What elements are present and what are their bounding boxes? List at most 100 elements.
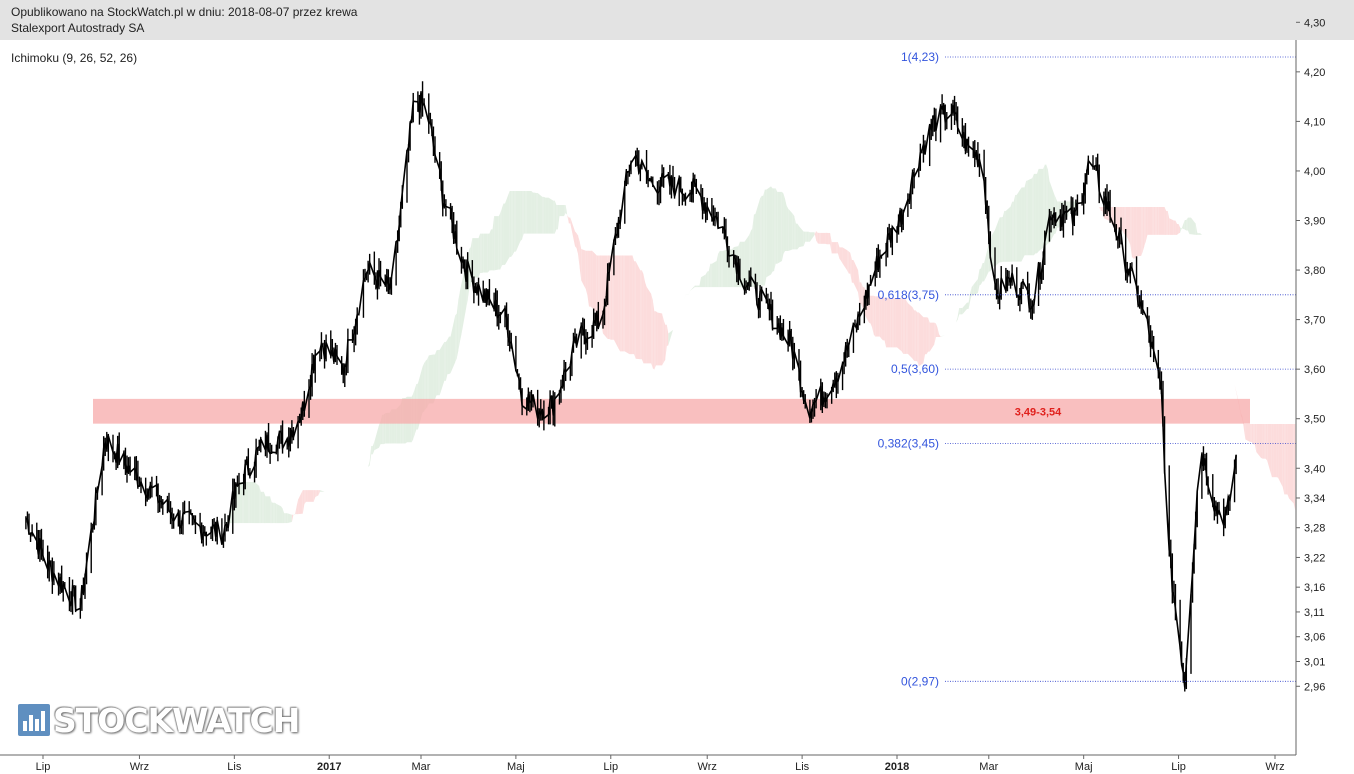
ichimoku-cloud-segment: [274, 502, 277, 524]
ichimoku-cloud-segment: [848, 251, 851, 274]
ichimoku-cloud-segment: [444, 341, 446, 381]
ichimoku-cloud-segment: [956, 316, 958, 323]
y-tick-label: 4,30: [1304, 17, 1325, 29]
ichimoku-cloud-segment: [934, 322, 936, 345]
ichimoku-cloud-segment: [543, 196, 546, 234]
ichimoku-cloud-segment: [895, 298, 897, 348]
ichimoku-cloud-segment: [771, 186, 773, 275]
ichimoku-cloud-segment: [533, 192, 535, 234]
ichimoku-cloud-segment: [741, 241, 743, 288]
ichimoku-cloud-segment: [906, 300, 908, 354]
ichimoku-cloud-segment: [853, 259, 859, 293]
ichimoku-cloud-segment: [797, 223, 799, 250]
y-tick-label: 3,80: [1304, 265, 1325, 277]
ichimoku-cloud-segment: [1261, 424, 1263, 459]
ichimoku-cloud-segment: [917, 312, 919, 367]
ichimoku-cloud-segment: [783, 193, 785, 255]
ichimoku-cloud-segment: [766, 186, 771, 278]
ichimoku-cloud-segment: [1180, 219, 1185, 233]
x-tick-label: Lis: [795, 761, 810, 773]
ichimoku-cloud-segment: [805, 231, 807, 242]
ichimoku-cloud-segment: [697, 285, 700, 288]
ichimoku-cloud-segment: [1219, 270, 1221, 275]
ichimoku-cloud-segment: [265, 496, 271, 524]
ichimoku-cloud-segment: [764, 189, 767, 286]
ichimoku-cloud-segment: [842, 247, 848, 271]
ichimoku-cloud-segment: [850, 252, 852, 283]
ichimoku-cloud-segment: [690, 285, 695, 291]
ichimoku-cloud-segment: [449, 336, 451, 375]
ichimoku-cloud-segment: [1287, 424, 1289, 499]
ichimoku-cloud-segment: [352, 482, 358, 488]
ichimoku-cloud-segment: [433, 354, 435, 404]
y-tick-label: 3,11: [1304, 607, 1325, 619]
ichimoku-cloud-segment: [492, 216, 495, 271]
ichimoku-cloud-segment: [1131, 206, 1134, 259]
ichimoku-cloud-segment: [372, 441, 375, 455]
ichimoku-cloud-segment: [435, 350, 437, 400]
ichimoku-cloud-segment: [705, 271, 708, 288]
ichimoku-cloud-segment: [428, 354, 434, 404]
ichimoku-cloud-segment: [655, 311, 658, 366]
ichimoku-cloud-segment: [897, 298, 902, 352]
ichimoku-cloud-segment: [610, 255, 613, 340]
ichimoku-cloud-segment: [251, 481, 253, 524]
ichimoku-cloud-segment: [788, 208, 793, 252]
ichimoku-cloud-segment: [999, 217, 1002, 263]
ichimoku-cloud-segment: [665, 324, 667, 360]
ichimoku-cloud-segment: [847, 250, 849, 274]
ichimoku-cloud-segment: [1164, 206, 1167, 235]
ichimoku-cloud-segment: [315, 490, 317, 498]
ichimoku-cloud-segment: [371, 446, 373, 455]
ichimoku-cloud-segment: [153, 550, 155, 565]
ichimoku-cloud-segment: [491, 229, 493, 271]
y-tick-label: 3,40: [1304, 463, 1325, 475]
ichimoku-cloud-segment: [273, 502, 275, 524]
ichimoku-cloud-segment: [618, 255, 621, 352]
ichimoku-cloud-segment: [1251, 424, 1254, 445]
ichimoku-cloud-segment: [368, 461, 370, 467]
ichimoku-cloud-segment: [753, 213, 756, 288]
ichimoku-cloud-segment: [436, 349, 439, 396]
ichimoku-cloud-segment: [1158, 206, 1163, 235]
ichimoku-cloud-segment: [1088, 206, 1090, 207]
ichimoku-cloud-segment: [1125, 206, 1131, 245]
ichimoku-cloud-segment: [439, 341, 445, 396]
ichimoku-cloud-segment: [1271, 424, 1274, 478]
ichimoku-cloud-segment: [1147, 206, 1153, 235]
x-tick-label: Maj: [507, 761, 525, 773]
ichimoku-cloud-segment: [293, 514, 295, 515]
ichimoku-cloud-segment: [459, 283, 462, 342]
ichimoku-cloud-segment: [643, 274, 645, 364]
y-tick-label: 3,50: [1304, 414, 1325, 426]
ichimoku-cloud-segment: [1222, 292, 1224, 316]
ichimoku-cloud-segment: [960, 307, 963, 315]
ichimoku-cloud-segment: [907, 303, 913, 359]
ichimoku-cloud-segment: [967, 302, 969, 309]
ichimoku-cloud-segment: [679, 302, 684, 320]
ichimoku-cloud-segment: [701, 274, 706, 288]
ichimoku-cloud-segment: [1032, 173, 1034, 256]
ichimoku-cloud-segment: [903, 298, 905, 354]
ichimoku-cloud-segment: [777, 191, 782, 264]
ichimoku-cloud-segment: [313, 490, 316, 502]
y-tick-label: 3,16: [1304, 582, 1325, 594]
ichimoku-cloud-segment: [590, 250, 593, 308]
ichimoku-cloud-segment: [825, 232, 827, 245]
ichimoku-cloud-segment: [296, 499, 299, 515]
ichimoku-cloud-segment: [645, 281, 647, 364]
ichimoku-cloud-segment: [721, 251, 723, 288]
ichimoku-cloud-segment: [808, 231, 810, 242]
ichimoku-cloud-segment: [291, 514, 294, 523]
ichimoku-cloud-segment: [316, 490, 319, 497]
ichimoku-cloud-segment: [1038, 168, 1044, 252]
ichimoku-cloud-segment: [487, 233, 490, 273]
ichimoku-cloud-segment: [1275, 424, 1277, 478]
ichimoku-cloud-segment: [707, 271, 709, 288]
ichimoku-cloud-segment: [841, 247, 843, 264]
ichimoku-cloud-segment: [984, 244, 989, 282]
ichimoku-cloud-segment: [1043, 164, 1045, 248]
ichimoku-cloud-segment: [559, 205, 565, 217]
ichimoku-cloud-segment: [536, 192, 538, 234]
